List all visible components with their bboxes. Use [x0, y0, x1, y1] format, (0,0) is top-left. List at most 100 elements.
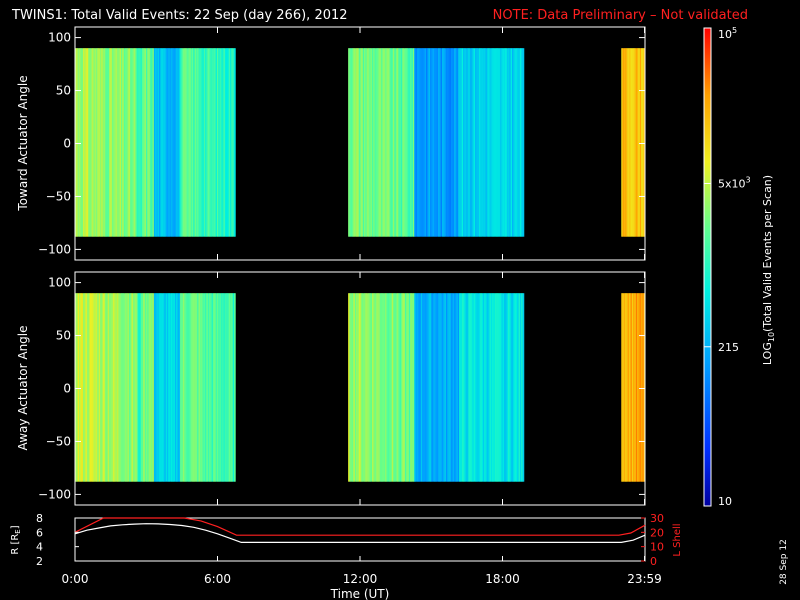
heatmap-cell: [481, 293, 484, 482]
data-preliminary-note: NOTE: Data Preliminary – Not validated: [493, 8, 748, 23]
heatmap-cell: [219, 48, 222, 237]
heatmap-cell: [168, 48, 171, 237]
heatmap-cell: [93, 48, 96, 237]
heatmap-cell: [148, 293, 151, 482]
heatmap-cell: [173, 48, 176, 237]
heatmap-cell: [230, 48, 232, 237]
heatmap-cell: [494, 293, 497, 482]
heatmap-cell: [621, 293, 623, 482]
heatmap-cell: [89, 293, 92, 482]
heatmap-cell: [178, 293, 181, 482]
heatmap-cell: [176, 48, 178, 237]
heatmap-cell: [382, 48, 385, 237]
heatmap-cell: [231, 48, 234, 237]
heatmap-cell: [88, 293, 90, 482]
heatmap-cell: [493, 48, 496, 237]
heatmap-cell: [220, 293, 223, 482]
heatmap-cell: [78, 48, 81, 237]
heatmap-cell: [197, 48, 199, 237]
heatmap-cell: [374, 293, 377, 482]
heatmap-cell: [631, 293, 634, 482]
y-tick-label: 100: [48, 276, 71, 290]
heatmap-cell: [385, 48, 387, 237]
heatmap-cell: [519, 293, 522, 482]
heatmap-cell: [113, 48, 115, 237]
heatmap-cell: [406, 293, 408, 482]
heatmap-cell: [439, 293, 442, 482]
heatmap-cell: [138, 48, 140, 237]
x-axis-label: Time (UT): [330, 587, 390, 600]
heatmap-cell: [360, 293, 362, 482]
heatmap-cell: [394, 293, 397, 482]
heatmap-cell: [641, 48, 643, 237]
heatmap-cell: [519, 48, 522, 237]
heatmap-cell: [426, 293, 428, 482]
heatmap-cell: [451, 48, 453, 237]
heatmap-cell: [190, 48, 193, 237]
heatmap-cell: [107, 293, 110, 482]
heatmap-cell: [191, 293, 194, 482]
lshell-line: [74, 517, 646, 536]
heatmap-cell: [381, 293, 383, 482]
heatmap-cell: [398, 48, 401, 237]
heatmap-cell: [357, 293, 360, 482]
heatmap-cell: [131, 48, 134, 237]
heatmap-cell: [622, 48, 625, 237]
heatmap-cell: [184, 293, 186, 482]
toward-y-axis-ticks: −100 −50 0 50 100: [38, 27, 646, 260]
heatmap-cell: [106, 48, 109, 237]
heatmap-cell: [465, 293, 468, 482]
heatmap-cell: [186, 293, 189, 482]
heatmap-cell: [230, 293, 232, 482]
heatmap-cell: [625, 48, 627, 237]
heatmap-cell: [457, 48, 460, 237]
heatmap-cell: [354, 48, 357, 237]
heatmap-cell: [366, 48, 369, 237]
heatmap-cell: [136, 293, 139, 482]
heatmap-cell: [177, 48, 180, 237]
heatmap-cell: [222, 293, 224, 482]
heatmap-cell: [430, 293, 432, 482]
heatmap-cell: [436, 293, 439, 482]
colorbar-tick-label: 215: [718, 341, 739, 354]
heatmap-cell: [371, 293, 374, 482]
colorbar: 10 215 5x103 105 LOG10(Total Valid Events p…: [703, 26, 776, 508]
heatmap-cell: [452, 48, 455, 237]
heatmap-cell: [461, 48, 464, 237]
heatmap-cell: [367, 293, 370, 482]
heatmap-cell: [436, 48, 439, 237]
heatmap-cell: [231, 293, 234, 482]
heatmap-cell: [142, 293, 144, 482]
lshell-tick-label: 0: [650, 555, 657, 568]
radius-tick-label: 4: [36, 541, 43, 554]
heatmap-cell: [521, 48, 523, 237]
heatmap-cell: [132, 48, 135, 237]
heatmap-cell: [226, 293, 228, 482]
heatmap-cell: [437, 293, 440, 482]
heatmap-cell: [209, 48, 211, 237]
colorbar-ticks: 10 215 5x103 105: [704, 26, 751, 508]
heatmap-cell: [117, 48, 119, 237]
heatmap-cell: [206, 48, 209, 237]
heatmap-cell: [353, 48, 356, 237]
heatmap-cell: [365, 48, 368, 237]
heatmap-cell: [82, 293, 85, 482]
heatmap-cell: [517, 48, 519, 237]
heatmap-cell: [492, 293, 494, 482]
heatmap-cell: [147, 48, 149, 237]
heatmap-cell: [638, 293, 641, 482]
heatmap-cell: [639, 293, 642, 482]
heatmap-cell: [203, 293, 206, 482]
heatmap-cell: [641, 293, 643, 482]
heatmap-cell: [391, 293, 394, 482]
heatmap-cell: [492, 48, 494, 237]
heatmap-cell: [363, 48, 366, 237]
heatmap-cell: [169, 48, 172, 237]
heatmap-cell: [110, 48, 113, 237]
heatmap-cell: [174, 48, 177, 237]
heatmap-cell: [457, 293, 460, 482]
colorbar-tick-label: 10: [718, 495, 732, 508]
heatmap-cell: [377, 48, 379, 237]
heatmap-cell: [362, 48, 365, 237]
heatmap-cell: [174, 293, 177, 482]
